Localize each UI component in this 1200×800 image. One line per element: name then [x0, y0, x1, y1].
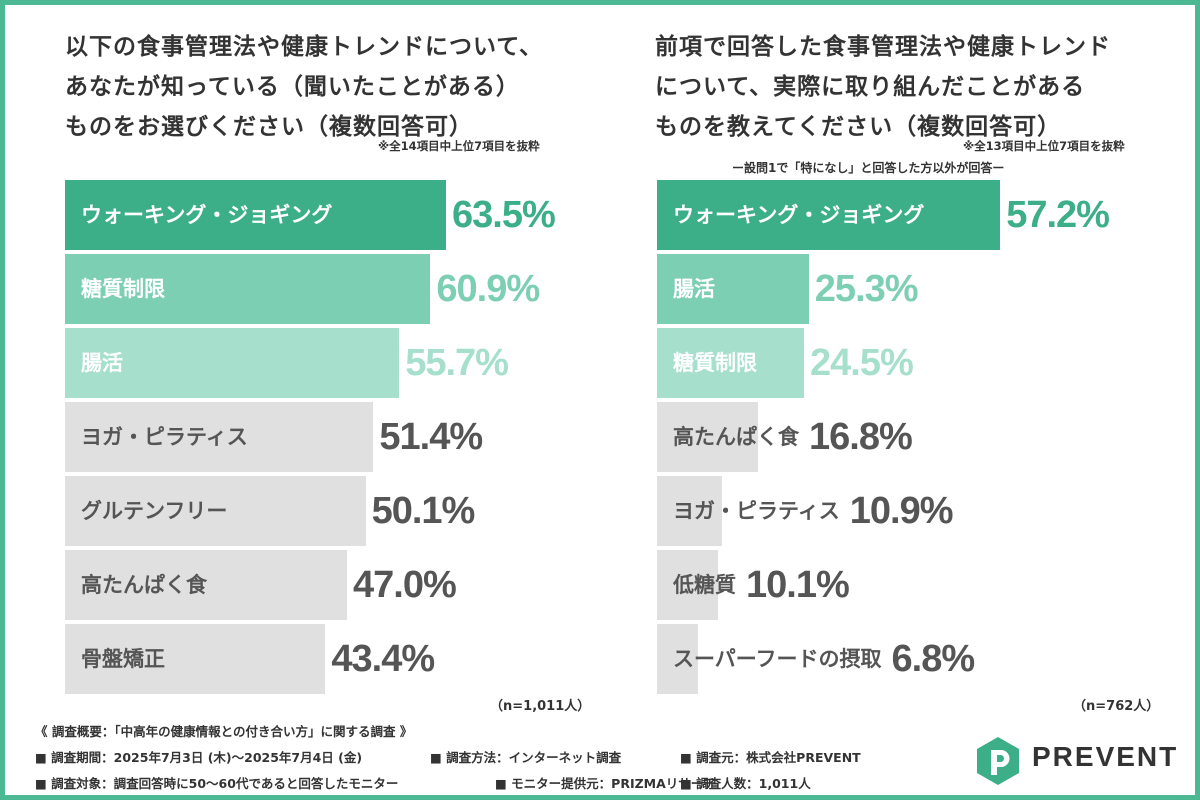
bar-label-4: ヨガ・ピラティス — [81, 425, 248, 449]
bar-1 — [657, 180, 1001, 250]
bar-label-2: 糖質制限 — [81, 277, 165, 301]
right-bar-chart: ウォーキング・ジョギング 57.2% 腸活 25.3% 糖質制限 24.5% 高たんぱく食 1… — [657, 180, 1177, 700]
left-chart-note: ※全14項目中上位7項目を抜粋 — [378, 139, 540, 153]
prevent-brand-name: PREVENT — [1032, 741, 1179, 772]
survey-organizer: ■ 調査元：株式会社PREVENT — [680, 750, 861, 765]
bar-6 — [657, 550, 718, 620]
left-title-line-3: ものをお選びください（複数回答可） — [65, 114, 473, 140]
bar-value-5: 50.1% — [371, 490, 476, 532]
bar-5 — [657, 476, 723, 546]
bar-3 — [657, 328, 804, 398]
survey-summary-title: 《 調査概要：「中高年の健康情報との付き合い方」に関する調査 》 — [35, 724, 413, 739]
bar-3 — [65, 328, 400, 398]
bar-label-7: スーパーフードの摂取 — [673, 647, 882, 671]
bar-label-3: 糖質制限 — [673, 351, 757, 375]
bar-label-6: 高たんぱく食 — [81, 573, 207, 597]
bar-4 — [65, 402, 374, 472]
survey-target: ■ 調査対象：調査回答時に50～60代であると回答したモニター — [35, 776, 399, 791]
prevent-p-icon — [977, 737, 1019, 785]
right-title-line-3: ものを教えてください（複数回答可） — [655, 114, 1062, 140]
bar-value-4: 16.8% — [809, 416, 913, 458]
bar-label-1: ウォーキング・ジョギング — [673, 203, 925, 227]
infographic-frame: 以下の食事管理法や健康トレンドについて、 あなたが知っている（聞いたことがある）… — [5, 5, 1195, 795]
bar-4 — [657, 402, 758, 472]
left-title-line-2: あなたが知っている（聞いたことがある） — [65, 74, 520, 100]
left-sample-size: （n=1,011人） — [490, 699, 591, 714]
bar-value-7: 6.8% — [891, 638, 976, 680]
bar-label-5: グルテンフリー — [81, 499, 228, 523]
bar-label-6: 低糖質 — [673, 573, 736, 597]
bar-7 — [65, 624, 326, 694]
survey-period: ■ 調査期間：2025年7月3日 (木)～2025年7月4日 (金) — [35, 750, 363, 765]
bar-label-7: 骨盤矯正 — [81, 647, 165, 671]
bar-5 — [65, 476, 366, 546]
survey-count: ■ 調査人数：1,011人 — [680, 776, 811, 791]
right-chart-title: 前項で回答した食事管理法や健康トレンド について、実際に取り組んだことがある も… — [655, 27, 1111, 147]
bar-value-1: 63.5% — [452, 194, 556, 236]
left-chart-title: 以下の食事管理法や健康トレンドについて、 あなたが知っている（聞いたことがある）… — [65, 27, 543, 147]
bar-value-6: 47.0% — [353, 564, 457, 606]
bar-value-3: 55.7% — [405, 342, 509, 384]
right-title-line-1: 前項で回答した食事管理法や健康トレンド — [655, 34, 1111, 60]
bar-value-6: 10.1% — [746, 564, 850, 606]
bar-2 — [65, 254, 431, 324]
bar-label-5: ヨガ・ピラティス — [673, 499, 840, 523]
bar-label-3: 腸活 — [81, 351, 123, 375]
bar-value-3: 24.5% — [810, 342, 914, 384]
bar-label-4: 高たんぱく食 — [673, 425, 799, 449]
bar-label-1: ウォーキング・ジョギング — [81, 203, 333, 227]
bar-6 — [65, 550, 347, 620]
left-title-line-1: 以下の食事管理法や健康トレンドについて、 — [65, 34, 544, 60]
bar-label-2: 腸活 — [673, 277, 715, 301]
right-sample-size: （n=762人） — [1073, 699, 1160, 714]
bar-value-5: 10.9% — [849, 490, 954, 532]
bar-value-1: 57.2% — [1006, 194, 1110, 236]
survey-method: ■ 調査方法：インターネット調査 — [430, 750, 622, 765]
bar-value-2: 25.3% — [814, 268, 919, 310]
bar-7 — [657, 624, 698, 694]
bar-value-2: 60.9% — [436, 268, 540, 310]
bar-1 — [65, 180, 446, 250]
bar-2 — [657, 254, 809, 324]
bar-value-7: 43.4% — [331, 638, 435, 680]
right-title-line-2: について、実際に取り組んだことがある — [655, 74, 1086, 100]
bar-value-4: 51.4% — [379, 416, 483, 458]
right-chart-note: ※全13項目中上位7項目を抜粋 — [963, 139, 1125, 153]
left-bar-chart: ウォーキング・ジョギング 63.5% 糖質制限 60.9% 腸活 55.7% ヨガ・ピラティ… — [65, 180, 585, 700]
right-chart-subtitle: ー設問1で「特になし」と回答した方以外が回答ー — [732, 161, 1005, 175]
prevent-logo: PREVENT — [970, 731, 1182, 793]
survey-provider: ■ モニター提供元：PRIZMAリサーチ — [495, 776, 716, 791]
